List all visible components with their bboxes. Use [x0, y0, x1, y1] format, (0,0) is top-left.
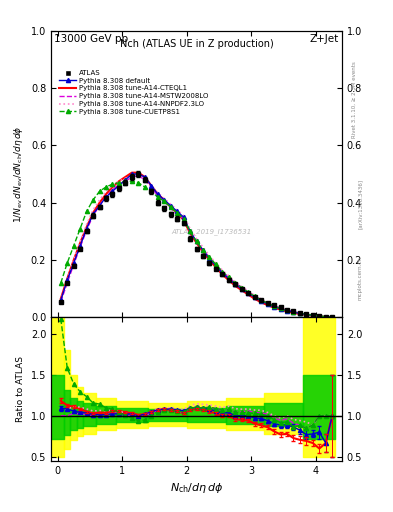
Text: mcplots.cern.ch: mcplots.cern.ch — [358, 256, 363, 300]
Text: Z+Jet: Z+Jet — [310, 34, 339, 44]
Text: 13000 GeV pp: 13000 GeV pp — [54, 34, 128, 44]
X-axis label: $N_{\rm ch}/d\eta\,d\phi$: $N_{\rm ch}/d\eta\,d\phi$ — [170, 481, 223, 495]
Text: ATLAS_2019_I1736531: ATLAS_2019_I1736531 — [171, 228, 251, 235]
Text: [arXiv:1306.3436]: [arXiv:1306.3436] — [358, 179, 363, 229]
Y-axis label: $1/N_{\rm ev}\,dN_{\rm ev}/dN_{\rm ch}/d\eta\,d\phi$: $1/N_{\rm ev}\,dN_{\rm ev}/dN_{\rm ch}/d… — [12, 125, 25, 223]
Legend: ATLAS, Pythia 8.308 default, Pythia 8.308 tune-A14-CTEQL1, Pythia 8.308 tune-A14: ATLAS, Pythia 8.308 default, Pythia 8.30… — [57, 69, 210, 116]
Text: Nch (ATLAS UE in Z production): Nch (ATLAS UE in Z production) — [119, 39, 274, 49]
Text: Rivet 3.1.10, ≥ 2.5M events: Rivet 3.1.10, ≥ 2.5M events — [352, 61, 357, 138]
Y-axis label: Ratio to ATLAS: Ratio to ATLAS — [16, 356, 25, 422]
